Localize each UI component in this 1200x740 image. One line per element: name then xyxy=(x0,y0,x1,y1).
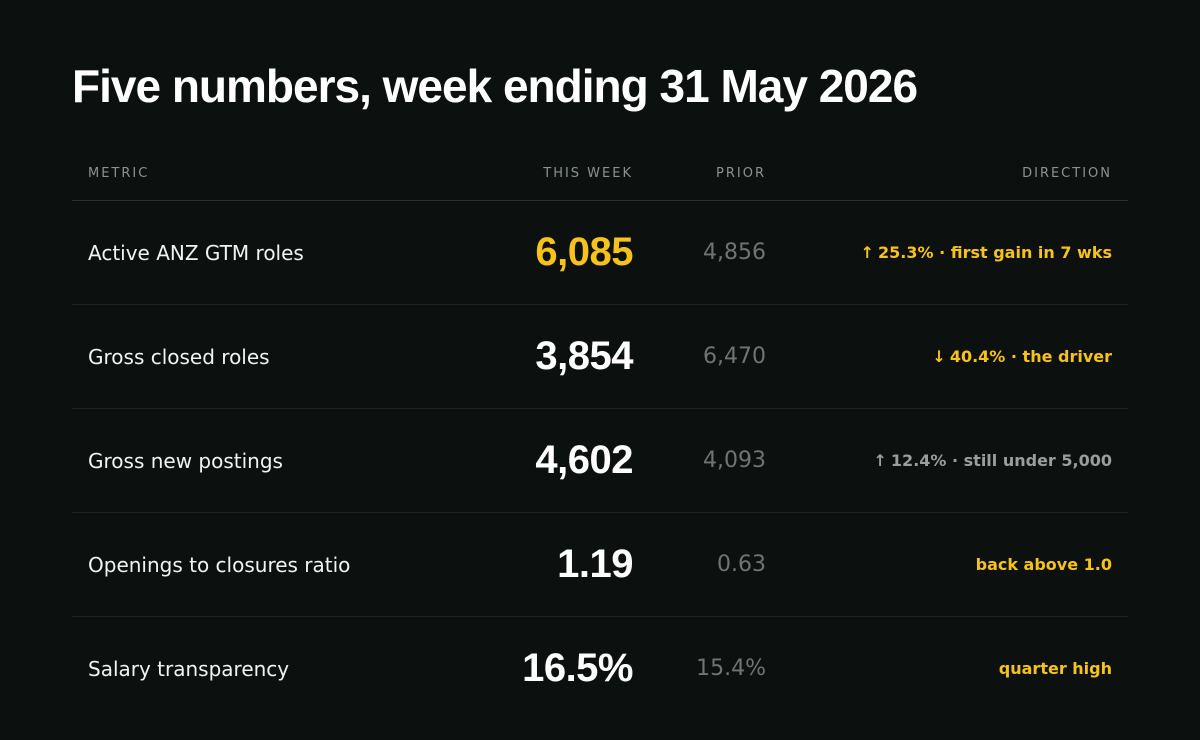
direction-text: 40.4% · the driver xyxy=(949,347,1112,366)
arrow-up-icon: ↑ xyxy=(860,243,874,262)
direction-cell: quarter high xyxy=(999,617,1112,720)
header-this-week: THIS WEEK xyxy=(543,165,633,181)
prior-value: 15.4% xyxy=(696,656,766,681)
header-prior: PRIOR xyxy=(716,165,766,181)
metric-label: Gross closed roles xyxy=(88,344,270,369)
table-row-new-postings: Gross new postings 4,602 4,093 ↑ 12.4% ·… xyxy=(72,409,1128,513)
table-row-salary-transparency: Salary transparency 16.5% 15.4% quarter … xyxy=(72,617,1128,720)
this-week-value: 4,602 xyxy=(535,438,633,482)
metric-label: Active ANZ GTM roles xyxy=(88,240,304,265)
table-row-active-roles: Active ANZ GTM roles 6,085 4,856 ↑ 25.3%… xyxy=(72,201,1128,305)
prior-value: 4,856 xyxy=(703,240,766,265)
this-week-value: 3,854 xyxy=(535,334,633,378)
header-direction: DIRECTION xyxy=(1022,165,1112,181)
direction-cell: ↓ 40.4% · the driver xyxy=(932,305,1112,408)
direction-text: back above 1.0 xyxy=(975,555,1112,574)
direction-text: 12.4% · still under 5,000 xyxy=(890,451,1112,470)
this-week-value: 1.19 xyxy=(557,542,633,586)
metrics-table: METRIC THIS WEEK PRIOR DIRECTION Active … xyxy=(72,146,1128,720)
prior-value: 0.63 xyxy=(717,552,766,577)
arrow-up-icon: ↑ xyxy=(873,451,887,470)
metric-label: Salary transparency xyxy=(88,656,290,681)
table-row-ratio: Openings to closures ratio 1.19 0.63 bac… xyxy=(72,513,1128,617)
prior-value: 6,470 xyxy=(703,344,766,369)
metric-label: Openings to closures ratio xyxy=(88,552,351,577)
this-week-value: 16.5% xyxy=(522,646,633,690)
direction-cell: ↑ 25.3% · first gain in 7 wks xyxy=(861,201,1112,304)
direction-text: quarter high xyxy=(998,659,1112,678)
direction-cell: back above 1.0 xyxy=(976,513,1112,616)
arrow-down-icon: ↓ xyxy=(932,347,946,366)
direction-text: 25.3% · first gain in 7 wks xyxy=(877,243,1112,262)
header-metric: METRIC xyxy=(88,165,150,181)
table-row-closed-roles: Gross closed roles 3,854 6,470 ↓ 40.4% ·… xyxy=(72,305,1128,409)
prior-value: 4,093 xyxy=(703,448,766,473)
direction-cell: ↑ 12.4% · still under 5,000 xyxy=(874,409,1112,512)
table-header: METRIC THIS WEEK PRIOR DIRECTION xyxy=(72,146,1128,201)
page-title: Five numbers, week ending 31 May 2026 xyxy=(72,60,918,112)
this-week-value: 6,085 xyxy=(535,230,633,274)
metric-label: Gross new postings xyxy=(88,448,283,473)
